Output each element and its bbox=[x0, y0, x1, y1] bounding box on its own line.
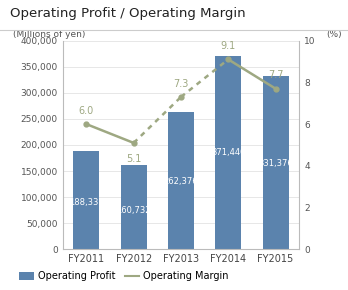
Text: 6.0: 6.0 bbox=[79, 106, 94, 116]
Bar bbox=[121, 166, 147, 249]
Bar bbox=[262, 77, 288, 249]
Text: 5.1: 5.1 bbox=[126, 154, 141, 164]
Text: 9.1: 9.1 bbox=[221, 41, 236, 51]
Text: 160,732: 160,732 bbox=[117, 206, 151, 215]
Text: 188,331: 188,331 bbox=[69, 198, 104, 207]
Text: 262,376: 262,376 bbox=[164, 177, 198, 186]
Text: 7.3: 7.3 bbox=[173, 79, 189, 89]
Text: 7.7: 7.7 bbox=[268, 70, 283, 80]
Bar bbox=[73, 151, 100, 249]
Text: 371,440: 371,440 bbox=[211, 148, 245, 157]
Text: Operating Profit / Operating Margin: Operating Profit / Operating Margin bbox=[10, 7, 246, 20]
Text: (Millions of yen): (Millions of yen) bbox=[13, 30, 85, 39]
Text: (%): (%) bbox=[326, 30, 342, 39]
Text: 331,376: 331,376 bbox=[258, 159, 293, 168]
Legend: Operating Profit, Operating Margin: Operating Profit, Operating Margin bbox=[15, 267, 233, 285]
Bar bbox=[168, 113, 194, 249]
Bar bbox=[215, 55, 241, 249]
